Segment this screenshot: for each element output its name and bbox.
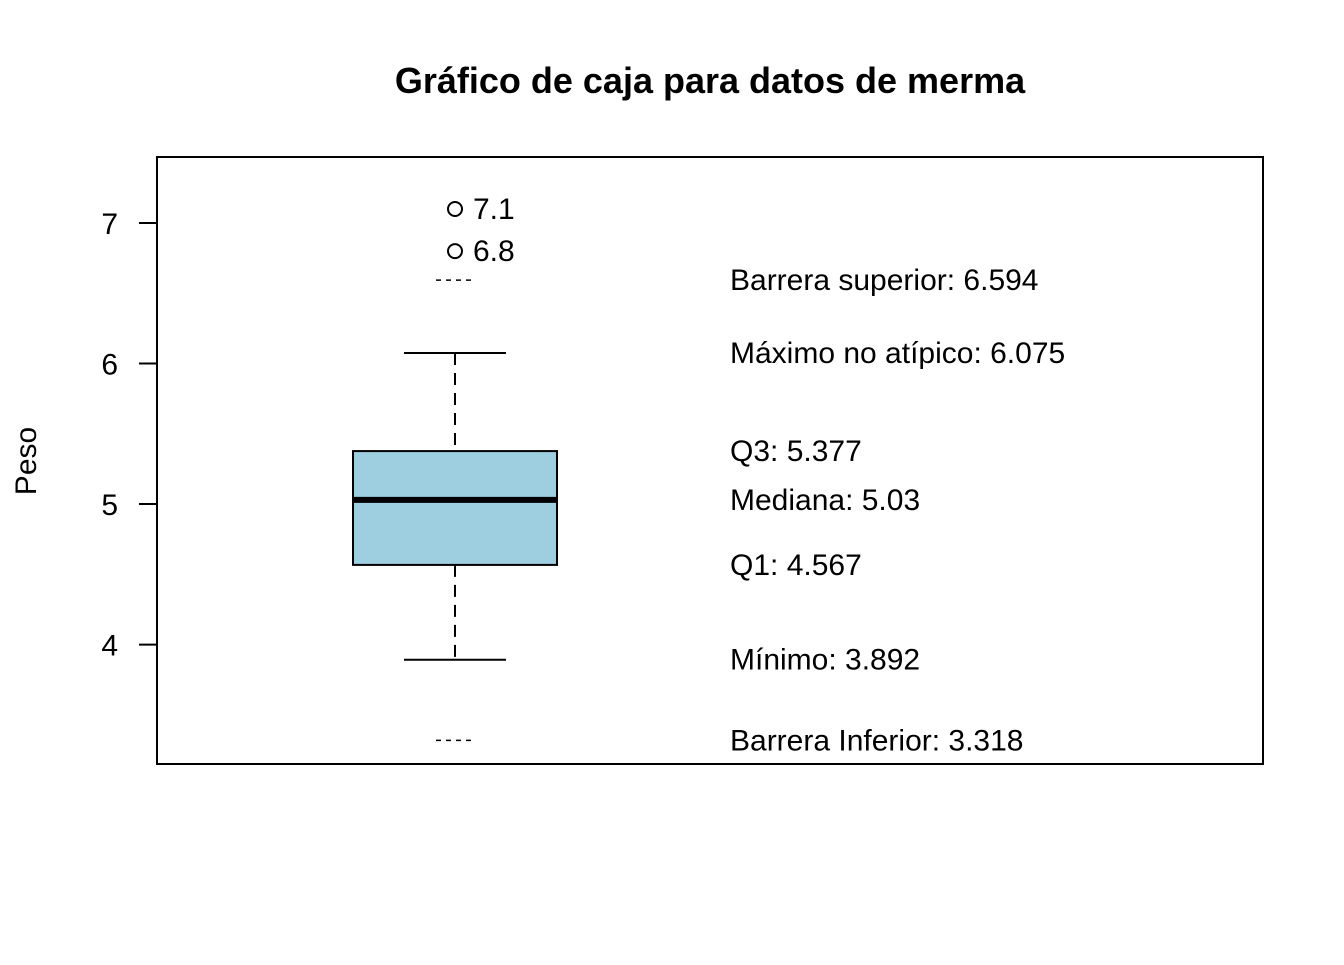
iqr-box	[352, 450, 558, 566]
annotation-q1: Q1: 4.567	[730, 549, 862, 582]
annotations: Barrera superior: 6.594 Máximo no atípico…	[730, 264, 1065, 757]
annotation-lower-fence: Barrera Inferior: 3.318	[730, 724, 1023, 757]
outliers: 7.16.8	[447, 193, 515, 268]
y-tick-label: 4	[101, 630, 118, 663]
annotation-upper-fence: Barrera superior: 6.594	[730, 264, 1039, 297]
plot-frame	[156, 156, 1264, 765]
y-axis: 4 5 6 7	[101, 208, 158, 663]
y-tick-label: 6	[101, 349, 118, 382]
annotation-q3: Q3: 5.377	[730, 435, 862, 468]
annotation-max: Máximo no atípico: 6.075	[730, 337, 1065, 370]
annotation-median: Mediana: 5.03	[730, 484, 920, 517]
annotation-min: Mínimo: 3.892	[730, 644, 920, 677]
y-axis-label: Peso	[10, 427, 43, 495]
outlier-point	[447, 243, 463, 260]
outlier-label: 7.1	[473, 193, 515, 226]
y-tick-label: 7	[101, 208, 118, 241]
y-tick-label: 5	[101, 489, 118, 522]
boxplot	[352, 279, 558, 742]
outlier-point	[447, 200, 463, 217]
outlier-label: 6.8	[473, 235, 515, 268]
chart-title: Gráfico de caja para datos de merma	[395, 60, 1026, 101]
